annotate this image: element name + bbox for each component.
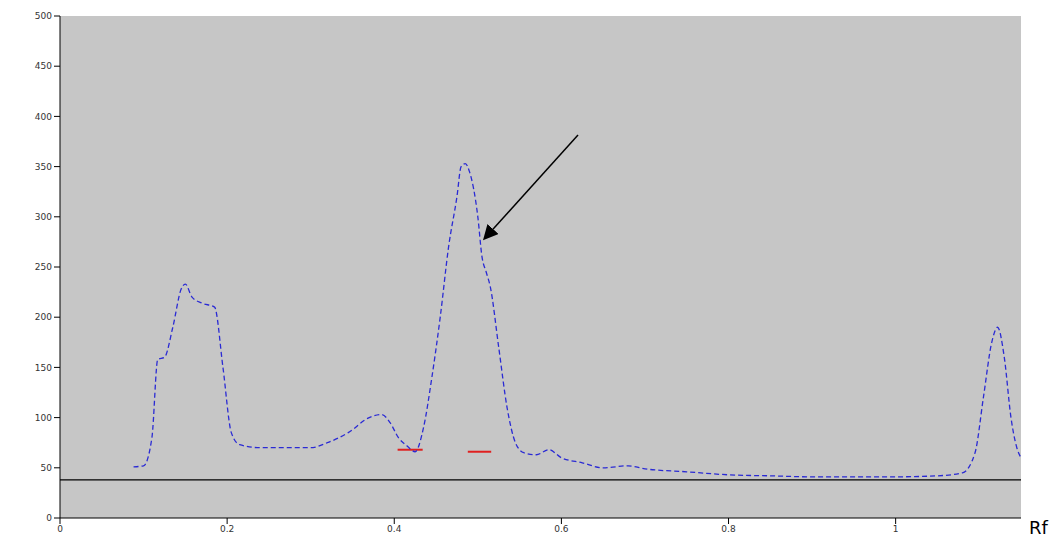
svg-text:350: 350	[35, 162, 52, 172]
svg-text:100: 100	[35, 413, 52, 423]
svg-text:0.2: 0.2	[220, 524, 234, 534]
svg-text:500: 500	[35, 11, 52, 21]
svg-text:200: 200	[35, 312, 52, 322]
svg-text:0.6: 0.6	[554, 524, 569, 534]
svg-text:50: 50	[41, 463, 53, 473]
svg-text:Rf: Rf	[1029, 517, 1049, 538]
svg-text:400: 400	[35, 112, 52, 122]
svg-text:0.4: 0.4	[387, 524, 402, 534]
svg-text:1: 1	[893, 524, 899, 534]
svg-text:450: 450	[35, 61, 52, 71]
svg-text:0: 0	[46, 513, 52, 523]
svg-text:150: 150	[35, 363, 52, 373]
svg-text:250: 250	[35, 262, 52, 272]
svg-text:300: 300	[35, 212, 52, 222]
svg-text:0.8: 0.8	[721, 524, 736, 534]
svg-text:0: 0	[57, 524, 63, 534]
